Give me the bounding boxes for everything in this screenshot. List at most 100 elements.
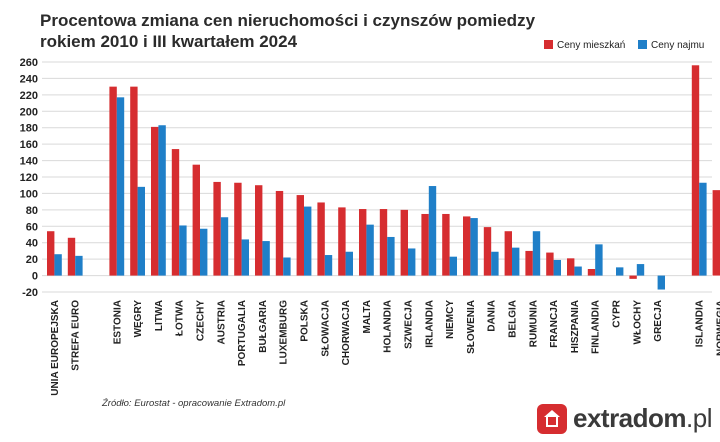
source-note: Źródło: Eurostat - opracowanie Extradom.… bbox=[102, 398, 286, 409]
y-tick-label: 100 bbox=[20, 188, 38, 200]
x-category-label: POLSKA bbox=[300, 300, 311, 342]
bar-ceny-najmu bbox=[491, 251, 499, 276]
chart-title-line-2: rokiem 2010 i III kwartałem 2024 bbox=[40, 32, 298, 51]
bar-ceny-mieszkan bbox=[151, 126, 159, 276]
bar-ceny-najmu bbox=[220, 217, 229, 276]
y-tick-label: 240 bbox=[20, 73, 38, 85]
legend-label-ceny-mieszkan: Ceny mieszkań bbox=[557, 40, 625, 51]
bar-ceny-najmu bbox=[366, 224, 374, 276]
house-icon bbox=[536, 403, 567, 434]
y-tick-label: 120 bbox=[20, 172, 38, 184]
bar-ceny-mieszkan bbox=[275, 190, 284, 276]
y-tick-label: 60 bbox=[26, 221, 38, 233]
brand-name-main: extradom bbox=[572, 403, 687, 433]
bar-ceny-najmu bbox=[408, 248, 416, 276]
x-category-label: DANIA bbox=[487, 300, 498, 332]
x-category-label: CHORWACJA bbox=[341, 300, 352, 365]
legend-swatch-ceny-najmu bbox=[638, 40, 647, 49]
bar-ceny-mieszkan bbox=[463, 216, 471, 276]
bar-ceny-najmu bbox=[387, 236, 395, 276]
bar-ceny-mieszkan bbox=[255, 185, 263, 276]
bar-ceny-mieszkan bbox=[546, 252, 554, 276]
bar-ceny-najmu bbox=[449, 256, 457, 276]
legend-swatch-ceny-mieszkan bbox=[544, 40, 553, 49]
x-category-label: FRANCJA bbox=[549, 300, 560, 348]
y-tick-label: 180 bbox=[20, 123, 38, 135]
bar-ceny-najmu bbox=[324, 255, 333, 276]
x-category-label: PORTUGALIA bbox=[237, 300, 248, 366]
bar-ceny-najmu bbox=[304, 206, 312, 276]
bar-ceny-mieszkan bbox=[567, 258, 575, 276]
x-category-label: SZWECJA bbox=[404, 300, 415, 349]
bar-ceny-najmu bbox=[158, 125, 166, 276]
bar-ceny-mieszkan bbox=[192, 164, 200, 276]
bar-ceny-mieszkan bbox=[171, 149, 180, 276]
bar-ceny-najmu bbox=[179, 225, 187, 276]
bar-ceny-najmu bbox=[699, 182, 707, 276]
brand-name: extradom.pl bbox=[572, 403, 713, 434]
x-category-label: BUŁGARIA bbox=[258, 300, 269, 353]
bar-ceny-mieszkan bbox=[359, 209, 367, 276]
bar-ceny-najmu bbox=[262, 241, 270, 276]
x-category-label: ŁOTWA bbox=[175, 300, 186, 336]
bar-ceny-najmu bbox=[532, 231, 541, 276]
y-tick-label: 20 bbox=[26, 254, 38, 266]
x-category-label: RUMUNIA bbox=[528, 300, 539, 347]
y-tick-label: 220 bbox=[20, 90, 38, 102]
chart-title-line-1: Procentowa zmiana cen nieruchomości i cz… bbox=[40, 11, 536, 30]
bars bbox=[47, 65, 720, 290]
bar-ceny-najmu bbox=[116, 97, 125, 276]
bar-ceny-najmu bbox=[54, 254, 62, 276]
bar-ceny-mieszkan bbox=[691, 65, 700, 276]
x-category-label: HISZPANIA bbox=[570, 300, 581, 353]
bar-ceny-najmu bbox=[636, 264, 645, 276]
x-category-label: UNIA EUROPEJSKA bbox=[50, 300, 61, 396]
x-category-label: MALTA bbox=[362, 300, 373, 334]
bar-ceny-najmu bbox=[200, 228, 208, 276]
x-category-label: ISLANDIA bbox=[695, 300, 706, 347]
x-category-label: IRLANDIA bbox=[424, 300, 435, 348]
chart-title: Procentowa zmiana cen nieruchomości i cz… bbox=[40, 10, 540, 52]
bar-ceny-najmu bbox=[595, 244, 603, 276]
y-axis: -20 0 20 40 60 80 100 120 140 160 180 200 220 240 260 bbox=[20, 57, 38, 299]
x-category-label: CZECHY bbox=[196, 300, 207, 341]
x-category-label: WŁOCHY bbox=[632, 300, 643, 345]
bar-ceny-najmu bbox=[137, 186, 145, 276]
bar-ceny-mieszkan bbox=[379, 209, 388, 276]
bar-ceny-najmu bbox=[657, 275, 665, 290]
y-tick-label: 200 bbox=[20, 106, 38, 118]
legend: Ceny mieszkań Ceny najmu bbox=[544, 40, 704, 51]
bar-ceny-mieszkan bbox=[400, 209, 408, 276]
bar-ceny-mieszkan bbox=[338, 207, 346, 276]
bar-ceny-mieszkan bbox=[47, 231, 55, 276]
bar-ceny-mieszkan bbox=[130, 86, 138, 276]
x-category-label: HOLANDIA bbox=[383, 300, 394, 353]
bar-ceny-mieszkan bbox=[629, 275, 637, 279]
bar-ceny-mieszkan bbox=[317, 202, 325, 276]
x-category-label: CYPR bbox=[612, 299, 623, 328]
y-tick-label: 80 bbox=[26, 205, 38, 217]
brand-logo: extradom.pl bbox=[536, 403, 713, 434]
bar-ceny-mieszkan bbox=[67, 237, 76, 276]
bar-ceny-mieszkan bbox=[525, 250, 533, 276]
bar-ceny-najmu bbox=[512, 247, 520, 276]
x-category-label: FINLANDIA bbox=[591, 300, 602, 354]
bar-ceny-najmu bbox=[283, 257, 291, 276]
bar-ceny-najmu bbox=[345, 251, 353, 276]
y-tick-label: 160 bbox=[20, 139, 38, 151]
bar-ceny-mieszkan bbox=[421, 213, 429, 276]
x-category-label: NIEMCY bbox=[445, 300, 456, 339]
x-category-label: SŁOWENIA bbox=[466, 300, 477, 354]
x-category-label: WĘGRY bbox=[133, 300, 144, 338]
bar-ceny-mieszkan bbox=[442, 213, 450, 276]
y-tick-label: 0 bbox=[32, 271, 38, 283]
x-category-label: SŁOWACJA bbox=[320, 300, 331, 357]
bar-ceny-mieszkan bbox=[587, 269, 596, 276]
bar-ceny-mieszkan bbox=[296, 195, 304, 276]
legend-label-ceny-najmu: Ceny najmu bbox=[651, 40, 704, 51]
bar-ceny-mieszkan bbox=[712, 190, 720, 276]
bar-ceny-mieszkan bbox=[213, 181, 221, 276]
bar-ceny-najmu bbox=[428, 186, 437, 276]
bar-ceny-najmu bbox=[616, 267, 624, 276]
